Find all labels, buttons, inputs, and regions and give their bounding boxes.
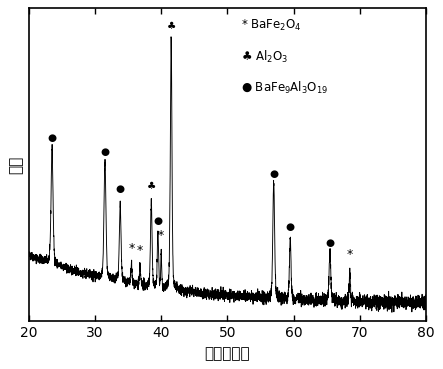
Text: * BaFe$_2$O$_4$: * BaFe$_2$O$_4$	[241, 18, 302, 33]
Text: *: *	[346, 248, 353, 261]
Text: ●: ●	[326, 238, 334, 248]
Text: ● BaFe$_9$Al$_3$O$_{19}$: ● BaFe$_9$Al$_3$O$_{19}$	[241, 80, 328, 96]
Text: *: *	[137, 244, 143, 257]
Text: ●: ●	[286, 222, 295, 232]
Text: ●: ●	[269, 169, 278, 179]
Text: ♣: ♣	[147, 182, 156, 192]
Y-axis label: 强度: 强度	[8, 156, 23, 174]
Text: *: *	[158, 229, 164, 242]
X-axis label: 角度（度）: 角度（度）	[205, 346, 250, 361]
Text: ●: ●	[116, 184, 124, 194]
Text: ♣ Al$_2$O$_3$: ♣ Al$_2$O$_3$	[241, 49, 288, 65]
Text: ♣: ♣	[167, 21, 176, 31]
Text: ●: ●	[47, 133, 57, 143]
Text: *: *	[128, 242, 135, 255]
Text: ●: ●	[153, 216, 163, 226]
Text: ●: ●	[101, 146, 109, 157]
